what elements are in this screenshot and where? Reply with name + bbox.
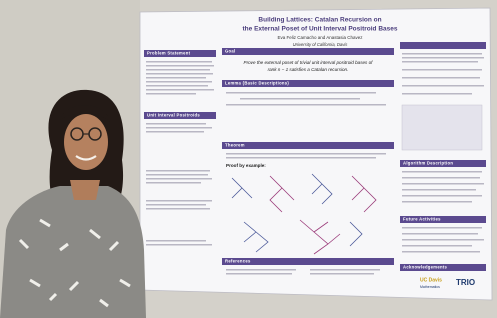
authors: Eva Feliz Camacho and Anastasia Chavez (277, 35, 363, 40)
goal-text: Prove the external poset of trivial unit… (244, 60, 374, 65)
section-title: Theorem (225, 143, 245, 148)
goal-text: rank n − 1 satisfies a Catalan recursion… (268, 67, 349, 72)
body-text (146, 61, 214, 95)
section-title: References (225, 259, 251, 264)
section-title: Acknowledgements (403, 265, 447, 270)
logo: UC Davis (420, 277, 442, 283)
affiliation: University of California, Davis (293, 42, 349, 47)
section-header (400, 42, 486, 49)
scene: Building Lattices: Catalan Recursion on … (0, 0, 497, 318)
section-title: Goal (225, 49, 236, 54)
section-title: Lemma (Basic Descriptions) (225, 81, 289, 86)
section-title: Future Activities (403, 217, 441, 222)
section-header (222, 142, 394, 149)
logo: TRIO (456, 278, 475, 287)
poster-title: the External Poset of Unit Interval Posi… (243, 26, 398, 33)
table (402, 105, 482, 150)
poster-title: Building Lattices: Catalan Recursion on (258, 17, 381, 24)
proof-label: Proof by example: (226, 163, 266, 168)
section-title: Algorithm Description (403, 161, 453, 166)
section-title: Unit Interval Positroids (147, 113, 200, 118)
section-header (222, 48, 394, 55)
section-title: Problem Statement (147, 51, 191, 56)
logo: Mathematics (420, 285, 440, 289)
